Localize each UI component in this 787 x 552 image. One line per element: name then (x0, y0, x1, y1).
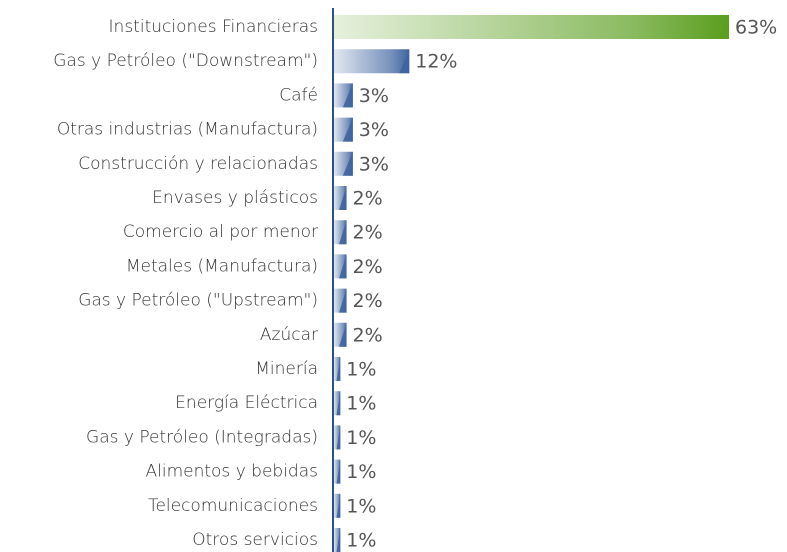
x-tick-label: Energía Eléctrica (175, 393, 318, 413)
data-label: 2% (353, 222, 383, 244)
data-label: 1% (346, 359, 376, 381)
data-label: 3% (359, 153, 389, 175)
bar-tip (342, 117, 353, 142)
data-label: 2% (353, 256, 383, 278)
bar-tip (339, 254, 347, 279)
x-tick-label: Otros servicios (192, 530, 318, 550)
x-tick-label: Azúcar (260, 325, 318, 345)
x-tick-label: Envases y plásticos (152, 188, 318, 208)
bar-tip (339, 186, 347, 210)
data-label: 1% (346, 427, 376, 449)
bar-tip (339, 288, 347, 313)
bar-tip (336, 357, 341, 381)
data-label: 3% (359, 85, 389, 107)
bar (334, 49, 410, 74)
data-label: 63% (735, 17, 777, 39)
data-label: 1% (346, 461, 376, 483)
bar (334, 15, 729, 39)
bar-tip (342, 151, 353, 176)
x-tick-label: Otras industrias (Manufactura) (57, 120, 318, 140)
x-tick-label: Construcción y relacionadas (78, 154, 318, 174)
bar-tip (339, 220, 347, 245)
x-tick-label: Gas y Petróleo ("Upstream") (78, 291, 318, 311)
x-tick-label: Gas y Petróleo (Integradas) (86, 427, 318, 447)
data-label: 1% (346, 530, 376, 552)
data-label: 12% (415, 51, 457, 73)
bar-tip (339, 322, 347, 347)
bar-tip (336, 425, 341, 450)
bar-tip (336, 459, 341, 484)
bar-tip (336, 528, 341, 552)
x-tick-label: Metales (Manufactura) (126, 256, 318, 276)
x-tick-label: Instituciones Financieras (109, 17, 318, 37)
bar-tip (719, 15, 729, 39)
bar-tip (336, 493, 341, 518)
x-tick-label: Café (279, 85, 318, 105)
bar-tip (342, 83, 353, 108)
bar-tip (399, 49, 410, 74)
data-label: 2% (353, 290, 383, 312)
data-label: 3% (359, 119, 389, 141)
x-tick-label: Gas y Petróleo ("Downstream") (53, 51, 318, 71)
x-tick-label: Comercio al por menor (123, 222, 318, 242)
x-tick-label: Alimentos y bebidas (146, 462, 319, 482)
data-label: 2% (353, 324, 383, 346)
x-tick-label: Minería (255, 359, 318, 379)
bar-tip (336, 391, 341, 416)
x-tick-label: Telecomunicaciones (148, 496, 318, 516)
data-label: 1% (346, 393, 376, 415)
data-label: 2% (353, 188, 383, 210)
data-label: 1% (346, 495, 376, 517)
